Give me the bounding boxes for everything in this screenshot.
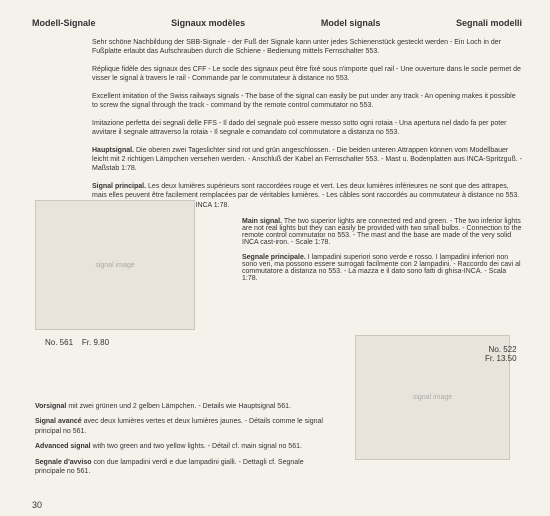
adv-en-label: Advanced signal	[35, 443, 91, 450]
mainsignal-de: Hauptsignal. Die oberen zwei Tageslichte…	[92, 146, 522, 174]
adv-en: Advanced signal with two green and two y…	[35, 442, 335, 451]
page-number: 30	[32, 500, 42, 510]
item1-price: Fr. 9.80	[82, 338, 109, 347]
intro-en: Excellent imitation of the Swiss railway…	[92, 92, 522, 111]
mainsignal-en-text: The two superior lights are connected re…	[242, 218, 521, 246]
title-en: Model signals	[321, 18, 381, 28]
title-fr: Signaux modèles	[171, 18, 245, 28]
item2-info: No. 522 Fr. 13.50	[485, 345, 517, 363]
intro-it: Imitazione perfetta dei segnali delle FF…	[92, 119, 522, 138]
adv-de: Vorsignal mit zwei grünen und 2 gelben L…	[35, 402, 335, 411]
title-de: Modell-Signale	[32, 18, 96, 28]
mainsignal-en: Main signal. The two superior lights are…	[242, 218, 522, 246]
mainsignal-de-label: Hauptsignal.	[92, 147, 134, 154]
adv-it: Segnale d'avviso con due lampadini verdi…	[35, 458, 335, 477]
item2-price: Fr. 13.50	[485, 354, 517, 363]
adv-fr-label: Signal avancé	[35, 418, 82, 425]
adv-en-text: with two green and two yellow lights. - …	[93, 443, 302, 450]
adv-de-text: mit zwei grünen und 2 gelben Lämpchen. -…	[68, 403, 291, 410]
item2-no: No. 522	[485, 345, 517, 354]
bottom-block: Vorsignal mit zwei grünen und 2 gelben L…	[0, 402, 360, 483]
mainsignal-it: Segnale principale. I lampadini superior…	[242, 254, 522, 282]
adv-fr: Signal avancé avec deux lumières vertes …	[35, 417, 335, 436]
adv-de-label: Vorsignal	[35, 403, 66, 410]
mainsignal-de-text: Die oberen zwei Tageslichter sind rot un…	[92, 147, 522, 173]
title-row: Modell-Signale Signaux modèles Model sig…	[32, 18, 522, 28]
signal-image-1: signal image	[35, 200, 195, 330]
title-it: Segnali modelli	[456, 18, 522, 28]
intro-de: Sehr schöne Nachbildung der SBB-Signale …	[92, 38, 522, 57]
intro-fr: Réplique fidèle des signaux des CFF - Le…	[92, 65, 522, 84]
adv-it-label: Segnale d'avviso	[35, 459, 92, 466]
item1-no: No. 561	[45, 338, 73, 347]
item1-info: No. 561 Fr. 9.80	[45, 338, 109, 347]
mainsignal-fr-label: Signal principal.	[92, 183, 146, 190]
mainsignal-en-label: Main signal.	[242, 218, 282, 225]
mainsignal-it-label: Segnale principale.	[242, 254, 306, 261]
